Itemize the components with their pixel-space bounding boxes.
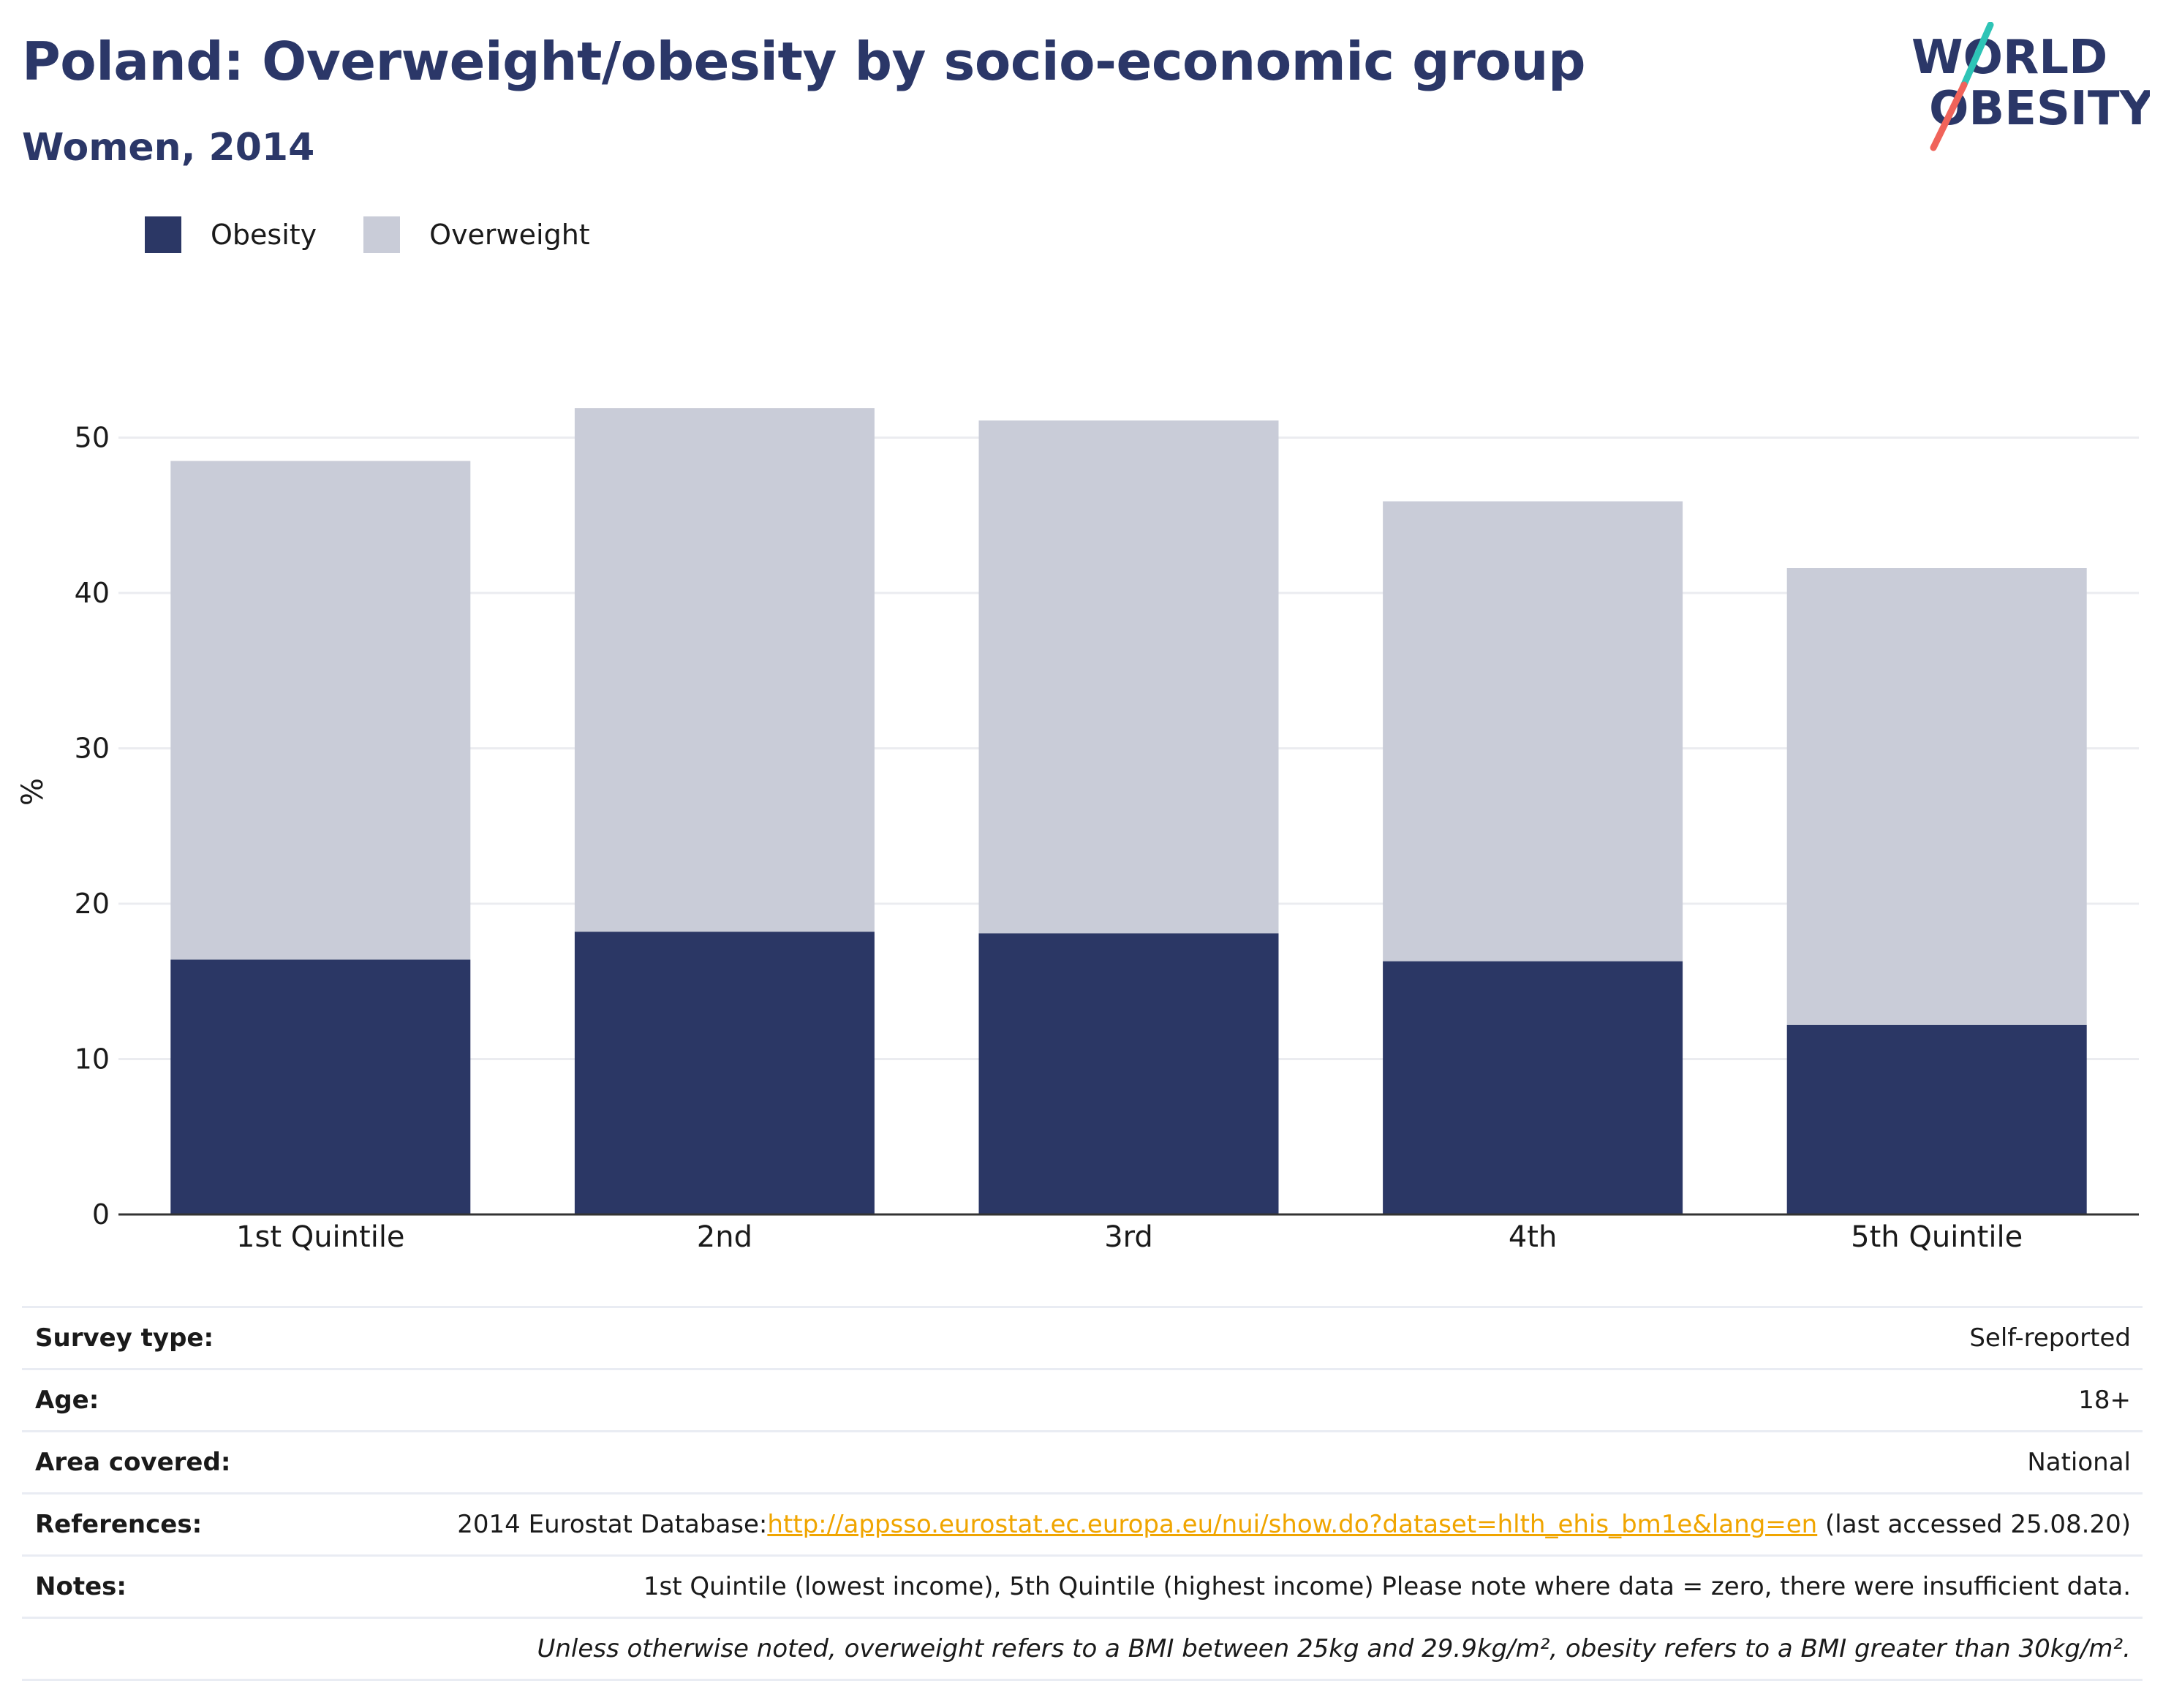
info-label-age: Age: xyxy=(35,1386,99,1415)
world-obesity-logo: WORLD OBESITY xyxy=(1911,22,2150,151)
legend-label-overweight: Overweight xyxy=(429,219,590,251)
info-row-survey-type: Survey type: Self-reported xyxy=(22,1306,2143,1368)
x-tick-label: 5th Quintile xyxy=(1851,1220,2023,1254)
bar-overweight-4 xyxy=(1383,501,1683,961)
x-tick-label: 4th xyxy=(1509,1220,1557,1254)
legend-swatch-overweight xyxy=(363,216,401,253)
reference-prefix: 2014 Eurostat Database: xyxy=(457,1510,768,1539)
reference-suffix: (last accessed 25.08.20) xyxy=(1817,1510,2131,1539)
bar-obesity-1 xyxy=(170,959,471,1214)
bar-overweight-5 xyxy=(1786,568,2087,1025)
chart-title: Poland: Overweight/obesity by socio-econ… xyxy=(22,31,1586,92)
info-row-footnote: Unless otherwise noted, overweight refer… xyxy=(22,1617,2143,1681)
info-row-references: References: 2014 Eurostat Database:http:… xyxy=(22,1492,2143,1554)
info-row-notes: Notes: 1st Quintile (lowest income), 5th… xyxy=(22,1554,2143,1617)
y-tick-label: 0 xyxy=(92,1198,110,1231)
y-tick-label: 50 xyxy=(75,422,110,454)
info-value-survey-type: Self-reported xyxy=(1969,1323,2131,1353)
bar-obesity-2 xyxy=(574,932,875,1214)
logo-word-world: WORLD xyxy=(1911,31,2107,85)
y-tick-label: 40 xyxy=(75,577,110,609)
info-label-survey-type: Survey type: xyxy=(35,1323,214,1353)
y-axis-label: % xyxy=(16,778,50,806)
info-label-references: References: xyxy=(35,1510,203,1539)
legend-label-obesity: Obesity xyxy=(211,219,317,251)
bar-overweight-1 xyxy=(170,461,471,960)
logo-slash-top xyxy=(1959,22,1994,91)
x-tick-label: 1st Quintile xyxy=(236,1220,405,1254)
reference-link[interactable]: http://appsso.eurostat.ec.europa.eu/nui/… xyxy=(767,1510,1818,1539)
info-value-age: 18+ xyxy=(2078,1386,2131,1415)
bar-obesity-4 xyxy=(1383,961,1683,1214)
info-row-area: Area covered: National xyxy=(22,1430,2143,1492)
y-tick-label: 30 xyxy=(75,733,110,765)
info-footnote: Unless otherwise noted, overweight refer… xyxy=(537,1634,2131,1663)
info-value-references: 2014 Eurostat Database:http://appsso.eur… xyxy=(457,1510,2143,1539)
info-row-age: Age: 18+ xyxy=(22,1368,2143,1430)
bar-overweight-2 xyxy=(574,408,875,932)
info-value-notes: 1st Quintile (lowest income), 5th Quinti… xyxy=(643,1572,2131,1601)
x-tick-label: 3rd xyxy=(1104,1220,1153,1254)
logo-word-obesity: OBESITY xyxy=(1929,82,2150,136)
bar-obesity-5 xyxy=(1786,1024,2087,1214)
info-label-notes: Notes: xyxy=(35,1572,127,1601)
stacked-bar-chart: 0 10 20 30 40 50% 1st Quintile 2nd 3rd 4th 5th Qui… xyxy=(16,408,2139,1254)
y-tick-label: 20 xyxy=(75,888,110,920)
logo-slash-bottom xyxy=(1930,81,1968,151)
info-label-area: Area covered: xyxy=(35,1448,231,1477)
y-tick-label: 10 xyxy=(75,1043,110,1076)
bar-overweight-3 xyxy=(978,420,1279,934)
info-table: Survey type: Self-reported Age: 18+ Area… xyxy=(22,1306,2143,1681)
legend-swatch-obesity xyxy=(145,216,181,253)
chart-subtitle: Women, 2014 xyxy=(22,126,315,170)
bar-obesity-3 xyxy=(978,933,1279,1214)
chart-legend: Obesity Overweight xyxy=(145,216,637,253)
info-value-area: National xyxy=(2027,1448,2131,1477)
x-tick-label: 2nd xyxy=(697,1220,752,1254)
